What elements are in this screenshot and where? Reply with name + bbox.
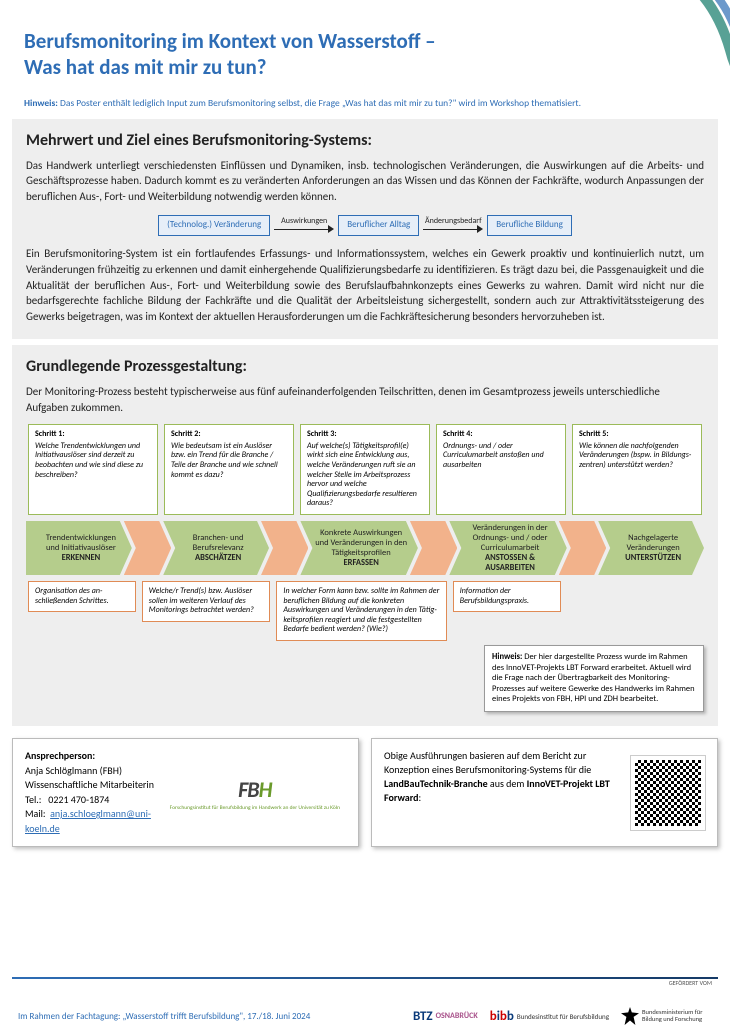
fbh-subtitle: Forschungsinstitut für Berufsbildung im …: [170, 805, 340, 811]
mail-label: Mail:: [25, 807, 46, 820]
step-box-3: Schritt 3:Auf welche(s) Tätigkeitsprofil…: [300, 424, 430, 515]
steps-row: Schritt 1:Welche Trendentwicklungen und …: [26, 424, 704, 521]
footer-cards: Ansprechperson: Anja Schlöglmann (FBH) W…: [12, 738, 718, 847]
contact-card: Ansprechperson: Anja Schlöglmann (FBH) W…: [12, 738, 359, 847]
eagle-icon: [621, 1007, 639, 1025]
hinweis-box: Hinweis: Der hier dargestellte Prozess w…: [484, 645, 704, 712]
page-footer: Im Rahmen der Fachtagung: „Wasserstoff t…: [0, 1007, 730, 1025]
section2-heading: Grundlegende Prozessgestaltung:: [26, 357, 704, 376]
section1-heading: Mehrwert und Ziel eines Berufsmonitoring…: [26, 131, 704, 150]
section1-para1: Das Handwerk unterliegt verschiedensten …: [26, 158, 704, 206]
conference-line: Im Rahmen der Fachtagung: „Wasserstoff t…: [18, 1011, 310, 1022]
qr-code: [631, 756, 705, 830]
flow-box-2: Beruflicher Alltag: [338, 215, 419, 235]
sub-box-2: Welche/r Trend(s) bzw. Auslöser sollen i…: [142, 581, 271, 622]
sub-box-1: Organisation des an­schließenden Schritt…: [28, 581, 136, 612]
step-box-5: Schritt 5:Wie können die nach­folgenden …: [572, 424, 702, 515]
chevron-row: Trendentwicklungen und Initiativauslöser…: [26, 521, 704, 575]
flow-box-3: Berufliche Bildung: [487, 215, 572, 235]
reference-card: Obige Ausführungen basieren auf dem Beri…: [371, 738, 718, 847]
contact-role: Wissenschaftliche Mitarbeiterin: [25, 778, 154, 791]
sub-box-4: Information der Berufsbildungspraxis.: [453, 581, 561, 612]
footer-rule: [12, 977, 718, 979]
section-prozess: Grundlegende Prozessgestaltung: Der Moni…: [12, 345, 718, 726]
flow-arrow-1: Auswirkungen: [274, 216, 334, 234]
fbh-logo: FBH Forschungsinstitut für Berufsbildung…: [164, 774, 346, 812]
title-line-1: Berufsmonitoring im Kontext von Wasserst…: [24, 28, 436, 54]
chevron-4: Veränderungen in der Ordnungs- und / ode…: [449, 521, 567, 575]
sub-row: Organisation des an­schließenden Schritt…: [26, 575, 704, 641]
chevron-5: Nachgelagerte VeränderungenUNTERSTÜTZEN: [598, 521, 704, 575]
btz-logo: BTZOSNABRÜCK: [413, 1009, 478, 1024]
step-box-4: Schritt 4:Ordnungs- und / oder Curriculu…: [436, 424, 566, 515]
footer-logos: BTZOSNABRÜCK bibbBundesinstitut für Beru…: [413, 1007, 712, 1025]
chevron-3: Konkrete Auswirkungen und Verän­derungen…: [300, 521, 418, 575]
tel-label: Tel.:: [25, 793, 41, 806]
top-hint: Hinweis: Das Poster enthält lediglich In…: [24, 97, 706, 109]
page-header: Berufsmonitoring im Kontext von Wasserst…: [0, 0, 730, 87]
hinweis-text: Der hier dargestellte Prozess wurde im R…: [492, 652, 695, 705]
flow-arrow-2: Änderungsbedarf: [423, 216, 483, 234]
bibb-logo: bibbBundesinstitut für Berufsbildung: [490, 1009, 609, 1024]
page-title: Berufsmonitoring im Kontext von Wasserst…: [24, 28, 706, 81]
hint-text: Das Poster enthält lediglich Input zum B…: [60, 97, 581, 109]
chevron-1: Trendentwicklungen und Initiativauslöser…: [26, 521, 132, 575]
tel-value: 0221 470-1874: [48, 793, 109, 806]
contact-heading: Ansprechperson:: [25, 749, 95, 762]
mini-flow: (Technolog.) Veränderung Auswirkungen Be…: [26, 215, 704, 235]
sub-box-3: In welcher Form kann bzw. sollte im Rahm…: [276, 581, 446, 641]
sponsor-label: GEFÖRDERT VOM: [669, 979, 712, 987]
hint-label: Hinweis:: [24, 97, 58, 109]
process-diagram: Schritt 1:Welche Trendentwicklungen und …: [26, 424, 704, 712]
bmbf-logo: Bundesministerium für Bildung und Forsch…: [621, 1007, 712, 1025]
hinweis-label: Hinweis:: [492, 652, 522, 662]
title-line-2: Was hat das mit mir zu tun?: [24, 54, 267, 80]
section2-intro: Der Monitoring-Prozess besteht typischer…: [26, 384, 704, 416]
reference-text: Obige Ausführungen basieren auf dem Beri…: [384, 749, 623, 836]
contact-name: Anja Schlöglmann (FBH): [25, 764, 122, 777]
chevron-2: Branchen- und BerufsrelevanzABSCHÄTZEN: [163, 521, 269, 575]
flow-box-1: (Technolog.) Veränderung: [158, 215, 270, 235]
step-box-1: Schritt 1:Welche Trendentwicklungen und …: [28, 424, 158, 515]
contact-details: Ansprechperson: Anja Schlöglmann (FBH) W…: [25, 749, 164, 836]
section1-para2: Ein Berufsmonitoring-System ist ein fort…: [26, 246, 704, 326]
section-mehrwert: Mehrwert und Ziel eines Berufsmonitoring…: [12, 119, 718, 340]
step-box-2: Schritt 2:Wie bedeutsam ist ein Auslöser…: [164, 424, 294, 515]
